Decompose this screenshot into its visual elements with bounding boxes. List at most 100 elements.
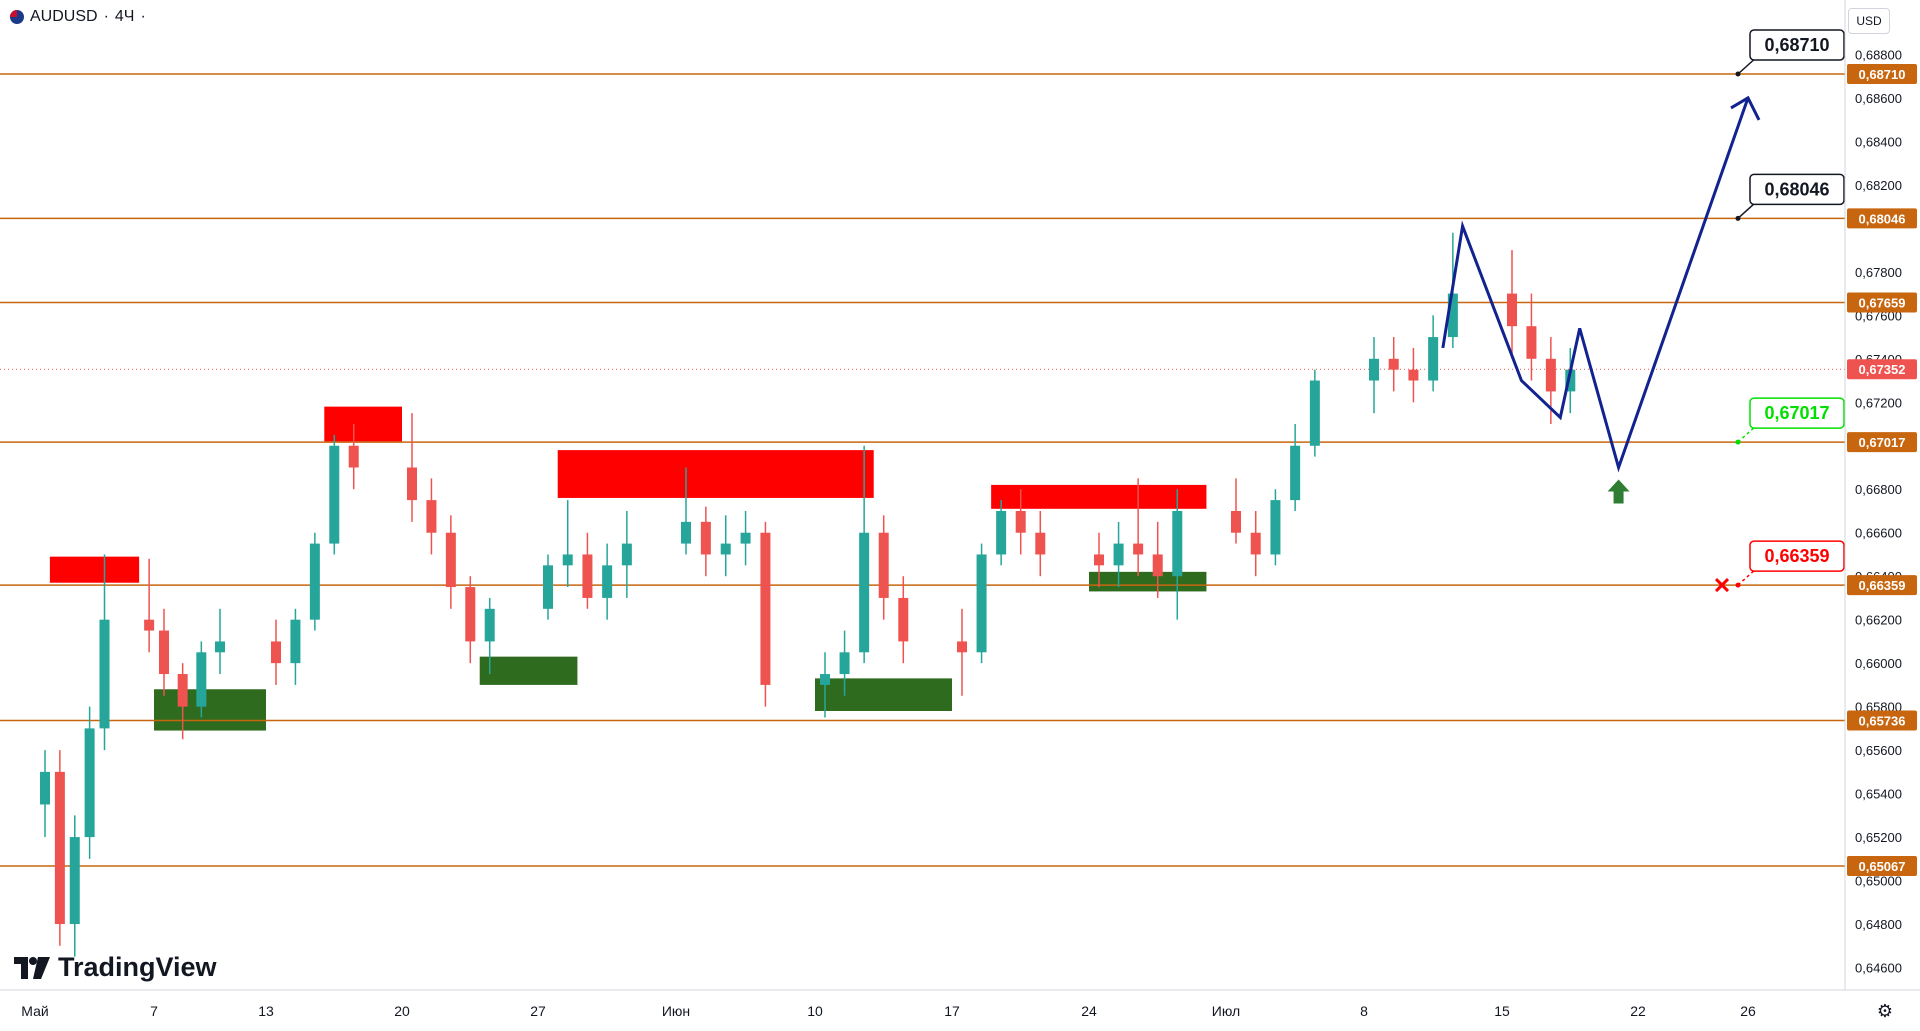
- callout-anchor: [1735, 215, 1741, 221]
- candle-body: [348, 445, 359, 468]
- candle-body: [99, 619, 110, 729]
- candle-body: [1369, 358, 1379, 381]
- level-badge: [1847, 856, 1917, 876]
- candle-body: [1507, 293, 1517, 327]
- level-badge-label: 0,68046: [1859, 211, 1906, 226]
- price-callout: 0,68046: [1735, 173, 1845, 221]
- currency-button[interactable]: USD: [1848, 8, 1890, 34]
- current-price-label: 0,67352: [1859, 362, 1906, 377]
- candle-body: [820, 674, 830, 685]
- price-tick-label: 0,66800: [1855, 482, 1902, 497]
- candle-body: [445, 532, 456, 588]
- callout-label: 0,68710: [1764, 35, 1829, 55]
- callout-leader: [1737, 566, 1759, 586]
- candle-body: [839, 652, 850, 675]
- candle-body: [54, 771, 65, 925]
- candle-body: [740, 532, 751, 544]
- candle-body: [271, 641, 281, 664]
- gear-icon[interactable]: ⚙: [1876, 1000, 1894, 1022]
- level-badge: [1847, 208, 1917, 229]
- time-tick-label: 20: [394, 1003, 410, 1019]
- price-tick-label: 0,67800: [1855, 265, 1902, 280]
- candle-body: [1152, 554, 1163, 577]
- time-tick-label: 22: [1630, 1003, 1646, 1019]
- projection-path: [1441, 97, 1750, 473]
- candle-body: [309, 543, 320, 620]
- price-tick-label: 0,65400: [1855, 787, 1902, 802]
- candle-body: [1270, 500, 1281, 555]
- time-tick-label: 17: [944, 1003, 960, 1019]
- candle-body: [1447, 293, 1458, 338]
- price-tick-label: 0,68400: [1855, 134, 1902, 149]
- symbol-header[interactable]: AUDUSD · 4Ч ·: [10, 8, 146, 26]
- level-badge: [1847, 575, 1917, 596]
- supply-zone: [557, 450, 874, 498]
- demand-zone: [1089, 571, 1207, 592]
- candle-body: [720, 543, 731, 555]
- time-tick-label: 24: [1081, 1003, 1097, 1019]
- candle-body: [1526, 326, 1537, 359]
- time-tick-label: 8: [1360, 1003, 1368, 1019]
- time-tick-label: 7: [150, 1003, 158, 1019]
- plot-area: 0,68710 0,68046 0,67017 0,66359: [0, 29, 1845, 957]
- candle-body: [69, 837, 80, 925]
- candle-body: [1035, 532, 1046, 555]
- candle-body: [1133, 543, 1144, 555]
- candle-body: [159, 630, 169, 675]
- supply-zone: [324, 406, 402, 442]
- callout-label: 0,67017: [1764, 403, 1829, 423]
- time-tick-label: 27: [530, 1003, 546, 1019]
- candle-body: [196, 652, 207, 707]
- candle-body: [543, 565, 553, 609]
- candle-body: [484, 608, 495, 642]
- level-badge-label: 0,67659: [1859, 295, 1906, 310]
- price-axis: 0,68800 0,68600 0,68400 0,68200 0,67800 0,676…: [1847, 47, 1917, 976]
- level-badge-label: 0,65067: [1859, 859, 1906, 874]
- header-separator: ·: [103, 8, 109, 25]
- candle-body: [1408, 369, 1419, 381]
- time-tick-label: 15: [1494, 1003, 1510, 1019]
- callout-anchor: [1735, 71, 1741, 77]
- candle-body: [465, 587, 476, 642]
- price-tick-label: 0,65600: [1855, 743, 1902, 758]
- callout-label: 0,68046: [1764, 179, 1829, 199]
- price-callout: 0,66359: [1735, 540, 1845, 588]
- candle-body: [329, 445, 340, 544]
- price-tick-label: 0,68600: [1855, 91, 1902, 106]
- level-badge-label: 0,68710: [1859, 67, 1906, 82]
- candle-body: [878, 532, 889, 598]
- price-tick-label: 0,64600: [1855, 961, 1902, 976]
- level-badge: [1847, 432, 1917, 453]
- candle-body: [898, 597, 909, 642]
- time-tick-label: 10: [807, 1003, 823, 1019]
- candle-body: [957, 641, 967, 653]
- callout-box: [1749, 29, 1845, 61]
- time-tick-label: 13: [258, 1003, 274, 1019]
- symbol-name: AUDUSD: [30, 8, 98, 25]
- candle-body: [681, 521, 691, 544]
- brand-name: TradingView: [58, 952, 217, 982]
- tradingview-logo[interactable]: TradingView: [14, 952, 217, 983]
- candle-body: [859, 532, 870, 653]
- interval-label[interactable]: 4Ч: [114, 8, 135, 25]
- price-tick-label: 0,64800: [1855, 917, 1902, 932]
- candle-body: [621, 543, 632, 566]
- candle-body: [215, 641, 225, 653]
- time-tick-label: Май: [21, 1003, 48, 1019]
- level-badge-label: 0,65736: [1859, 714, 1906, 729]
- candle-body: [1015, 510, 1026, 533]
- price-tick-label: 0,66600: [1855, 526, 1902, 541]
- price-callout: 0,67017: [1735, 397, 1845, 445]
- candle-body: [1565, 369, 1576, 392]
- time-tick-label: Июл: [1212, 1003, 1240, 1019]
- callout-box: [1749, 397, 1845, 429]
- callout-anchor: [1735, 582, 1741, 588]
- time-axis: Май 7 13 20 27 Июн 10 17 24 Июл 8 15 22 26: [21, 1003, 1756, 1019]
- projection-arrowhead: [1730, 95, 1761, 121]
- candle-body: [407, 467, 417, 501]
- current-price-badge: [1847, 359, 1917, 380]
- candle-body: [40, 771, 50, 805]
- supply-zone: [49, 556, 140, 583]
- level-badge: [1847, 292, 1917, 313]
